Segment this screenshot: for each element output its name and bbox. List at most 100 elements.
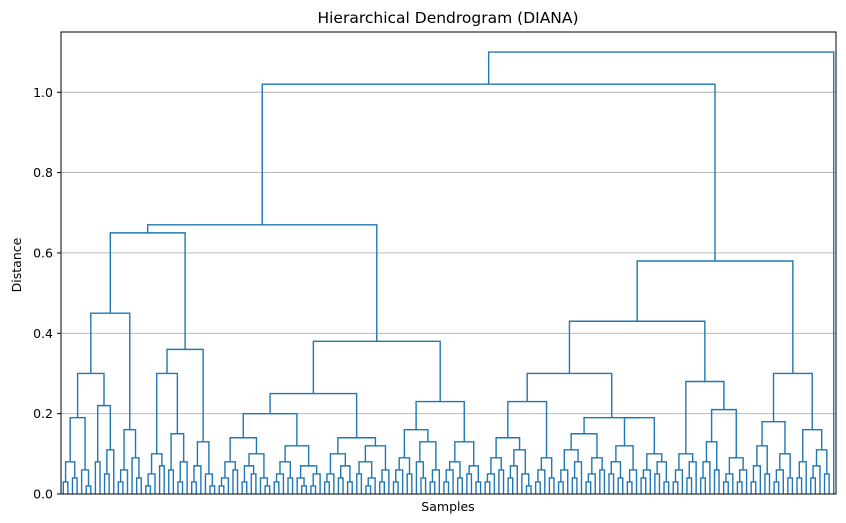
dendrogram-link [498, 469, 505, 494]
dendrogram-link [177, 481, 184, 494]
dendrogram-link [654, 473, 661, 494]
dendrogram-link [150, 453, 163, 474]
dendrogram-link [209, 485, 216, 494]
dendrogram-link [534, 481, 541, 494]
dendrogram-link [521, 473, 530, 494]
dendrogram-link [326, 473, 335, 494]
dendrogram-link [456, 477, 463, 494]
dendrogram-link [507, 477, 514, 494]
dendrogram-link [135, 477, 142, 494]
dendrogram-link [540, 457, 553, 478]
dendrogram-link [193, 465, 202, 494]
dendrogram-link [131, 457, 140, 494]
dendrogram-link [548, 477, 555, 494]
dendrogram-link [736, 481, 743, 494]
y-axis-label: Distance [9, 237, 24, 292]
dendrogram-link [179, 461, 188, 494]
y-tick-label: 0.0 [33, 487, 53, 502]
dendrogram-link [526, 372, 613, 418]
dendrogram-link [640, 477, 647, 494]
dendrogram-link [513, 449, 527, 474]
dendrogram-link [509, 465, 518, 494]
dendrogram-link [301, 485, 308, 494]
dendrogram-link [241, 481, 248, 494]
dendrogram-link [484, 481, 491, 494]
dendrogram-link [269, 392, 358, 438]
dendrogram-link [663, 481, 670, 494]
dendrogram-link [147, 473, 156, 494]
dendrogram-link [495, 437, 521, 458]
dendrogram-link [443, 481, 450, 494]
dendrogram-link [76, 372, 105, 418]
dendrogram-link [94, 461, 101, 494]
dendrogram-link [166, 348, 204, 442]
dendrogram-link [145, 485, 152, 494]
dendrogram-link [466, 473, 473, 494]
dendrogram-link [232, 469, 239, 494]
dendrogram-link [686, 477, 693, 494]
dendrogram-link [725, 473, 734, 494]
dendrogram-link [587, 473, 596, 494]
dendrogram-link [109, 232, 186, 350]
dendrogram-link [490, 457, 502, 474]
dendrogram-link [728, 457, 744, 474]
dendrogram-link [80, 469, 90, 494]
dendrogram-link [756, 445, 768, 474]
dendrogram-link [364, 445, 387, 470]
dendrogram-link [796, 477, 803, 494]
dendrogram-link [191, 481, 197, 494]
dendrogram-link [672, 481, 679, 494]
dendrogram-link [568, 320, 706, 382]
grid-lines [61, 91, 836, 415]
dendrogram-link [329, 453, 347, 474]
dendrogram-link [779, 453, 791, 478]
dendrogram-link [158, 465, 165, 494]
dendrogram-link [287, 477, 294, 494]
dendrogram-link [392, 481, 399, 494]
dendrogram-link [823, 473, 830, 494]
dendrogram-link [610, 461, 622, 478]
dendrogram-link [812, 465, 821, 494]
dendrogram-link [563, 449, 579, 470]
dendrogram-link [312, 340, 441, 402]
dendrogram-link [571, 477, 578, 494]
dendrogram-link [242, 412, 298, 446]
dendrogram-link [615, 445, 634, 470]
dendrogram-link [585, 481, 592, 494]
dendrogram-link [284, 445, 310, 466]
dendrogram-link [810, 477, 817, 494]
dendrogram-link [323, 481, 330, 494]
dendrogram-link [403, 429, 429, 458]
dendrogram-link [486, 473, 496, 494]
dendrogram-link [752, 465, 762, 494]
dendrogram-link [557, 481, 564, 494]
dendrogram-link [168, 469, 175, 494]
dendrogram-link [636, 260, 794, 374]
dendrogram-link [761, 420, 786, 454]
dendrogram-link [700, 477, 706, 494]
dendrogram-link [273, 481, 280, 494]
dendrogram-link [764, 473, 771, 494]
dendrogram-link [356, 473, 363, 494]
dendrogram-link [710, 408, 737, 458]
dendrogram-link [85, 485, 92, 494]
dendrogram-link [64, 461, 76, 482]
dendrogram-link [264, 485, 271, 494]
dendrogram-link [299, 465, 318, 478]
dendrogram-link [103, 473, 110, 494]
dendrogram-link [685, 380, 725, 454]
dendrogram-link [312, 473, 321, 494]
dendrogram-link [656, 461, 668, 482]
dendrogram-link [623, 416, 655, 454]
dendrogram-link [750, 481, 757, 494]
dendrogram-links [62, 51, 835, 494]
y-tick-label: 0.6 [33, 245, 53, 260]
dendrogram-link [617, 477, 624, 494]
dendrogram-link [525, 485, 532, 494]
dendrogram-link [123, 429, 137, 470]
dendrogram-link [117, 481, 124, 494]
dendrogram-link [170, 433, 185, 470]
dendrogram-link [196, 441, 210, 474]
dendrogram-link [250, 473, 257, 494]
